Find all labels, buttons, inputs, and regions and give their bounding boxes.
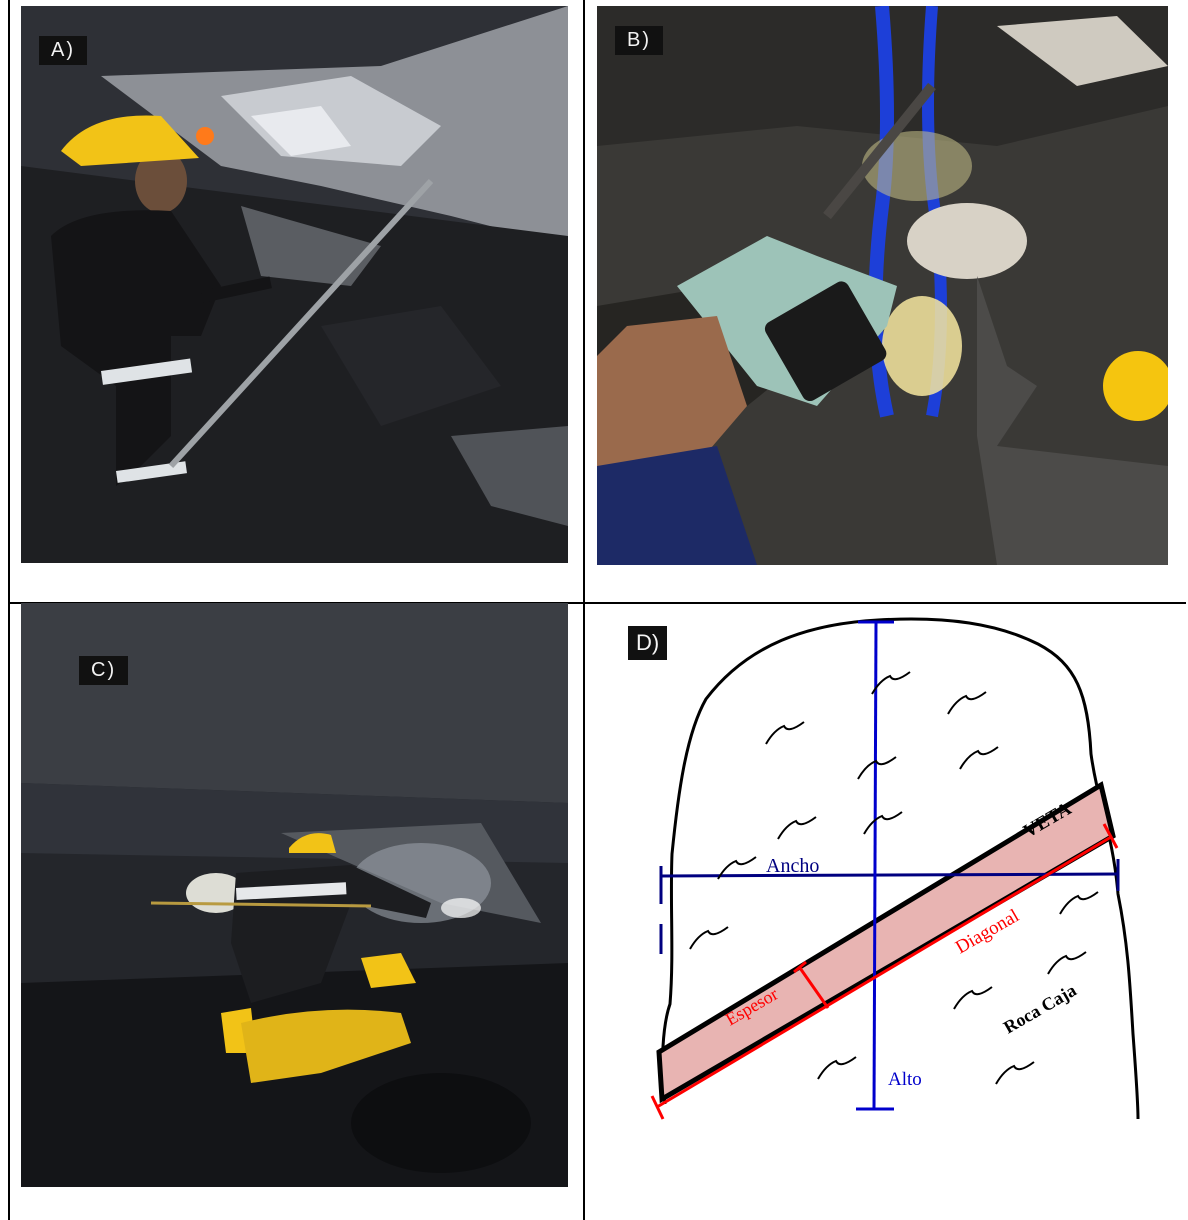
diagram-d-vein-measurements: VETA Ancho Diagonal Espesor Roca Caja Al… bbox=[608, 604, 1178, 1184]
photo-c-miner-in-tunnel: C) bbox=[21, 603, 568, 1187]
border-middle bbox=[583, 0, 585, 1220]
border-left bbox=[8, 0, 10, 1220]
espesor-line bbox=[798, 967, 830, 1009]
alto-line bbox=[872, 621, 878, 1110]
ancho-label: Ancho bbox=[766, 855, 819, 877]
figure-grid: A) B) bbox=[8, 0, 1186, 1220]
vein-diagram-svg: VETA Ancho Diagonal Espesor Roca Caja Al… bbox=[650, 617, 1140, 1120]
panel-c-label: C) bbox=[79, 656, 129, 685]
photo-a-miner-with-bar: A) bbox=[21, 6, 568, 563]
border-row-divider bbox=[8, 602, 1186, 604]
ancho-line bbox=[660, 872, 1119, 878]
alto-label: Alto bbox=[888, 1069, 922, 1090]
photo-b-drilling: B) bbox=[597, 6, 1168, 565]
panel-b-label: B) bbox=[615, 26, 663, 55]
diagonal-line bbox=[656, 835, 1112, 1109]
panel-d-label: D) bbox=[628, 626, 668, 660]
roca-caja-label: Roca Caja bbox=[1000, 980, 1080, 1038]
tunnel-outline bbox=[661, 617, 1140, 1120]
panel-a-label: A) bbox=[39, 36, 87, 65]
rock-texture-marks bbox=[689, 671, 1099, 1085]
